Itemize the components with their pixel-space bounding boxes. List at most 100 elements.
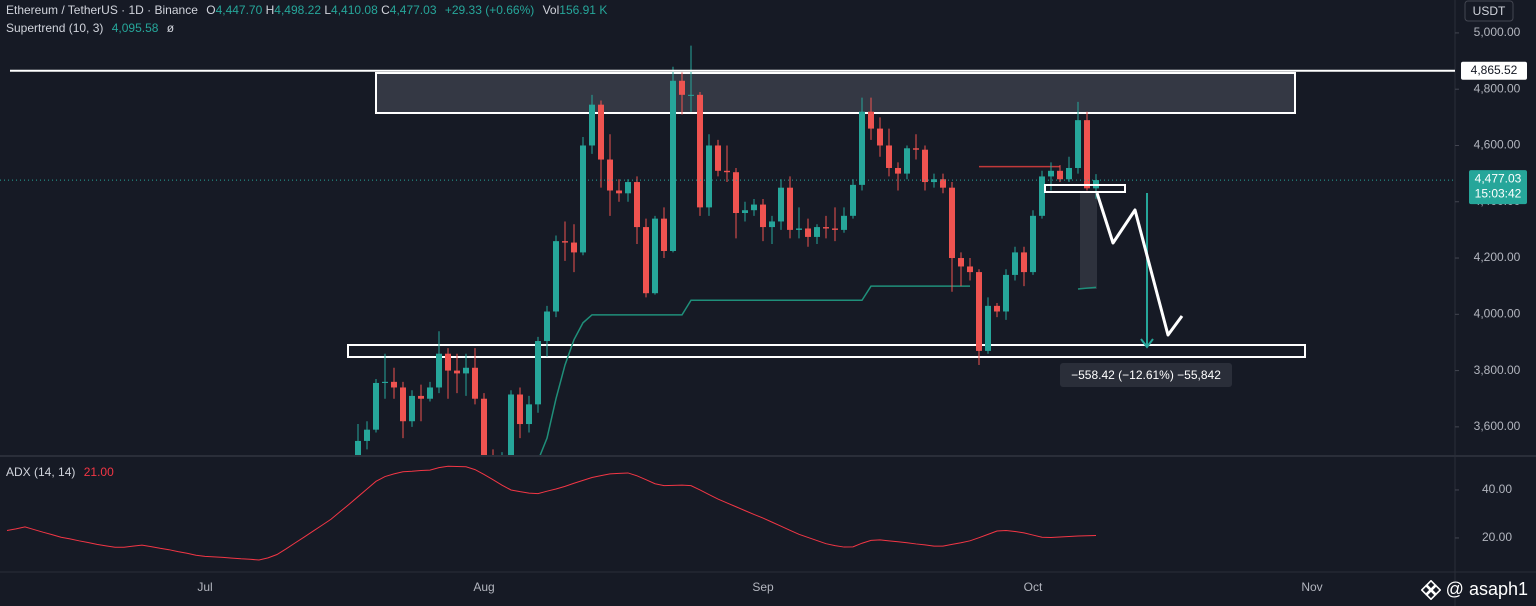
candle-body bbox=[661, 218, 667, 251]
candle-body bbox=[499, 455, 505, 483]
candle-body bbox=[724, 170, 730, 173]
candle-body bbox=[1075, 120, 1081, 168]
candle-body bbox=[787, 187, 793, 230]
candle-body bbox=[571, 242, 577, 253]
candle-body bbox=[958, 258, 964, 267]
candle-body bbox=[868, 111, 874, 129]
watermark-text: @ asaph1 bbox=[1445, 579, 1528, 599]
candle-body bbox=[580, 145, 586, 253]
candle-body bbox=[481, 398, 487, 455]
header: Ethereum / TetherUS · 1D · Binance O4,44… bbox=[6, 3, 607, 17]
price-pane bbox=[0, 45, 1455, 483]
candle-body bbox=[949, 187, 955, 259]
candle-body bbox=[607, 159, 613, 191]
y-tick-label: 4,600.00 bbox=[1474, 138, 1521, 152]
y-tick-label: 4,200.00 bbox=[1474, 250, 1521, 264]
ohlc-key: O bbox=[206, 3, 216, 17]
candle-body bbox=[877, 128, 883, 146]
x-tick-label: Sep bbox=[752, 580, 774, 594]
measure-arrow bbox=[1140, 338, 1154, 349]
candle-body bbox=[508, 394, 514, 455]
candle-body bbox=[832, 228, 838, 230]
candle-body bbox=[1003, 274, 1009, 312]
measure-label: −558.42 (−12.61%) −55,842 bbox=[1071, 368, 1221, 382]
ohlc-value: 4,410.08 bbox=[331, 3, 378, 17]
candle-body bbox=[526, 404, 532, 425]
supertrend-legend: Supertrend (10, 3) 4,095.58 ø bbox=[6, 21, 179, 35]
candle-body bbox=[436, 353, 442, 388]
y-tick-label: 3,600.00 bbox=[1474, 419, 1521, 433]
candle-body bbox=[589, 104, 595, 146]
candle-body bbox=[850, 184, 856, 216]
candle-body bbox=[688, 94, 694, 96]
candle-body bbox=[733, 172, 739, 214]
candle-body bbox=[409, 395, 415, 422]
last-price-box bbox=[1469, 170, 1527, 205]
candle-body bbox=[670, 80, 676, 251]
volume-key: Vol bbox=[542, 3, 560, 17]
level-label: 4,865.52 bbox=[1471, 63, 1518, 77]
x-tick-label: Nov bbox=[1301, 580, 1322, 594]
ohlc-key: L bbox=[324, 3, 332, 17]
ohlc-value: 4,447.70 bbox=[215, 3, 263, 17]
y-tick-label: 40.00 bbox=[1482, 482, 1512, 496]
y-tick-label: 4,800.00 bbox=[1474, 81, 1521, 95]
ohlc-key: C bbox=[381, 3, 390, 17]
y-tick-label: 4,000.00 bbox=[1474, 306, 1521, 320]
candle-body bbox=[841, 215, 847, 230]
candle-body bbox=[895, 167, 901, 174]
candle-body bbox=[625, 182, 631, 194]
candle-body bbox=[562, 241, 568, 243]
candle-body bbox=[1021, 252, 1027, 273]
candle-body bbox=[517, 394, 523, 425]
adx-pane bbox=[6, 465, 1097, 561]
ohlc-value: 4,477.03 bbox=[389, 3, 437, 17]
y-tick-label: 3,800.00 bbox=[1474, 363, 1521, 377]
candle-body bbox=[706, 145, 712, 208]
candle-body bbox=[598, 104, 604, 160]
candle-body bbox=[1012, 252, 1018, 275]
candle-body bbox=[472, 367, 478, 399]
candle-body bbox=[1084, 120, 1090, 189]
indicator-value: 21.00 bbox=[83, 465, 114, 479]
candle-body bbox=[760, 204, 766, 228]
candle-body bbox=[742, 210, 748, 214]
small-zone bbox=[1044, 184, 1126, 193]
candle-body bbox=[400, 387, 406, 422]
candle-body bbox=[769, 221, 775, 228]
candle-body bbox=[373, 382, 379, 430]
x-tick-label: Aug bbox=[473, 580, 494, 594]
candle-body bbox=[805, 228, 811, 237]
measure-box bbox=[1060, 363, 1232, 387]
projection-arrow bbox=[1095, 192, 1184, 337]
volume: 156.91 K bbox=[559, 3, 608, 17]
supertrend-up bbox=[539, 285, 1097, 455]
candle-body bbox=[922, 149, 928, 183]
ohlc-key: H bbox=[265, 3, 275, 17]
watermark-icon bbox=[1420, 579, 1441, 600]
symbol: Ethereum / TetherUS · 1D · Binance bbox=[6, 3, 198, 17]
candle-body bbox=[985, 305, 991, 351]
candle-body bbox=[715, 145, 721, 171]
candle-body bbox=[355, 440, 361, 455]
overlay: −558.42 (−12.61%) −55,842 USDT 3,600.00 3… bbox=[197, 0, 1527, 594]
candle-body bbox=[967, 266, 973, 273]
candle-body bbox=[796, 228, 802, 230]
candle-body bbox=[1030, 215, 1036, 273]
support-zone bbox=[347, 344, 1306, 358]
candle-body bbox=[994, 305, 1000, 312]
candle-body bbox=[931, 179, 937, 183]
candle-body bbox=[616, 190, 622, 194]
candle-body bbox=[427, 387, 433, 399]
ohlc-value: 4,498.22 bbox=[274, 3, 322, 17]
change: +29.33 (+0.66%) bbox=[444, 3, 535, 17]
indicator-label: Supertrend (10, 3) bbox=[6, 21, 104, 35]
candle-body bbox=[454, 370, 460, 374]
candle-body bbox=[382, 381, 388, 383]
y-tick-label: 20.00 bbox=[1482, 530, 1512, 544]
watermark: @ asaph1 bbox=[1420, 579, 1528, 600]
candle-body bbox=[823, 227, 829, 229]
candle-body bbox=[904, 148, 910, 174]
